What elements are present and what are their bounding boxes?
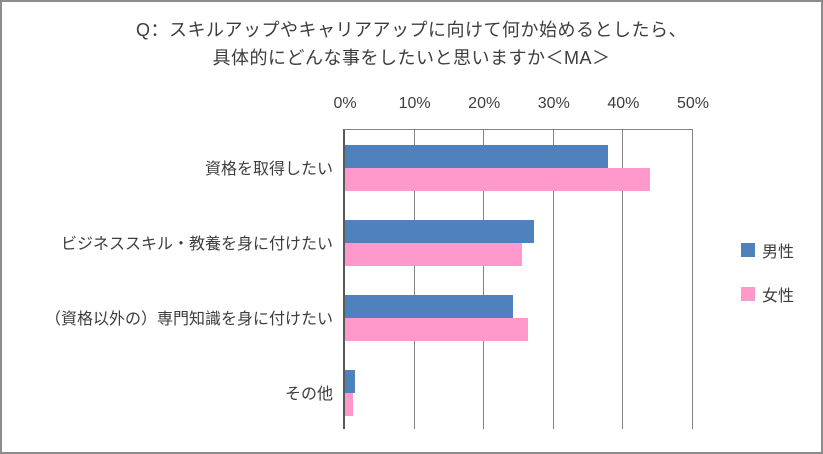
chart-title: Q：スキルアップやキャリアアップに向けて何か始めるとしたら、 具体的にどんな事を… [2,16,821,72]
bar-male [345,219,535,243]
x-axis-tick-label: 10% [398,95,431,112]
chart-title-line-2: 具体的にどんな事をしたいと思いますか＜MA＞ [212,48,611,68]
bar-female [345,392,353,416]
x-axis-tick-label: 50% [676,95,710,112]
category-label: 資格を取得したい [204,160,333,178]
x-axis: 0% 10% 20% 30% 40% 50% [333,95,709,117]
chart-title-line-1: Q：スキルアップやキャリアアップに向けて何か始めるとしたら、 [136,20,687,40]
bar-group [345,205,693,280]
x-axis-tick-label: 40% [607,95,640,112]
x-axis-tick-label: 30% [537,95,570,112]
category-label: （資格以外の）専門知識を身に付けたい [44,310,333,328]
bar-female [345,242,522,266]
bar-group [345,280,693,355]
bar-male [345,369,355,393]
gridline [692,130,693,429]
legend-swatch-male [741,243,755,257]
plot-area [343,129,693,429]
legend: 男性 女性 [741,238,794,306]
legend-label-male: 男性 [762,244,795,261]
bar-female [345,317,529,341]
x-axis-tick-label: 0% [333,95,357,112]
legend-label-female: 女性 [762,288,795,305]
x-axis-tick-label: 20% [468,95,501,112]
bar-female [345,167,650,191]
gridline [552,130,554,429]
y-axis-category-labels: 資格を取得したいビジネススキル・教養を身に付けたい （資格以外の）専門知識を身に付… [2,129,333,429]
bars-layer [345,130,693,429]
legend-swatch-female [741,287,755,301]
legend-item-male: 男性 [741,238,794,262]
legend-item-female: 女性 [741,282,794,306]
gridline [622,130,624,429]
gridline [413,130,415,429]
bar-male [345,294,513,318]
gridline [483,130,485,429]
bar-male [345,144,609,168]
bar-group [345,130,693,205]
bar-group [345,355,693,430]
category-label: その他 [284,385,333,403]
category-label: ビジネススキル・教養を身に付けたい [60,235,333,253]
